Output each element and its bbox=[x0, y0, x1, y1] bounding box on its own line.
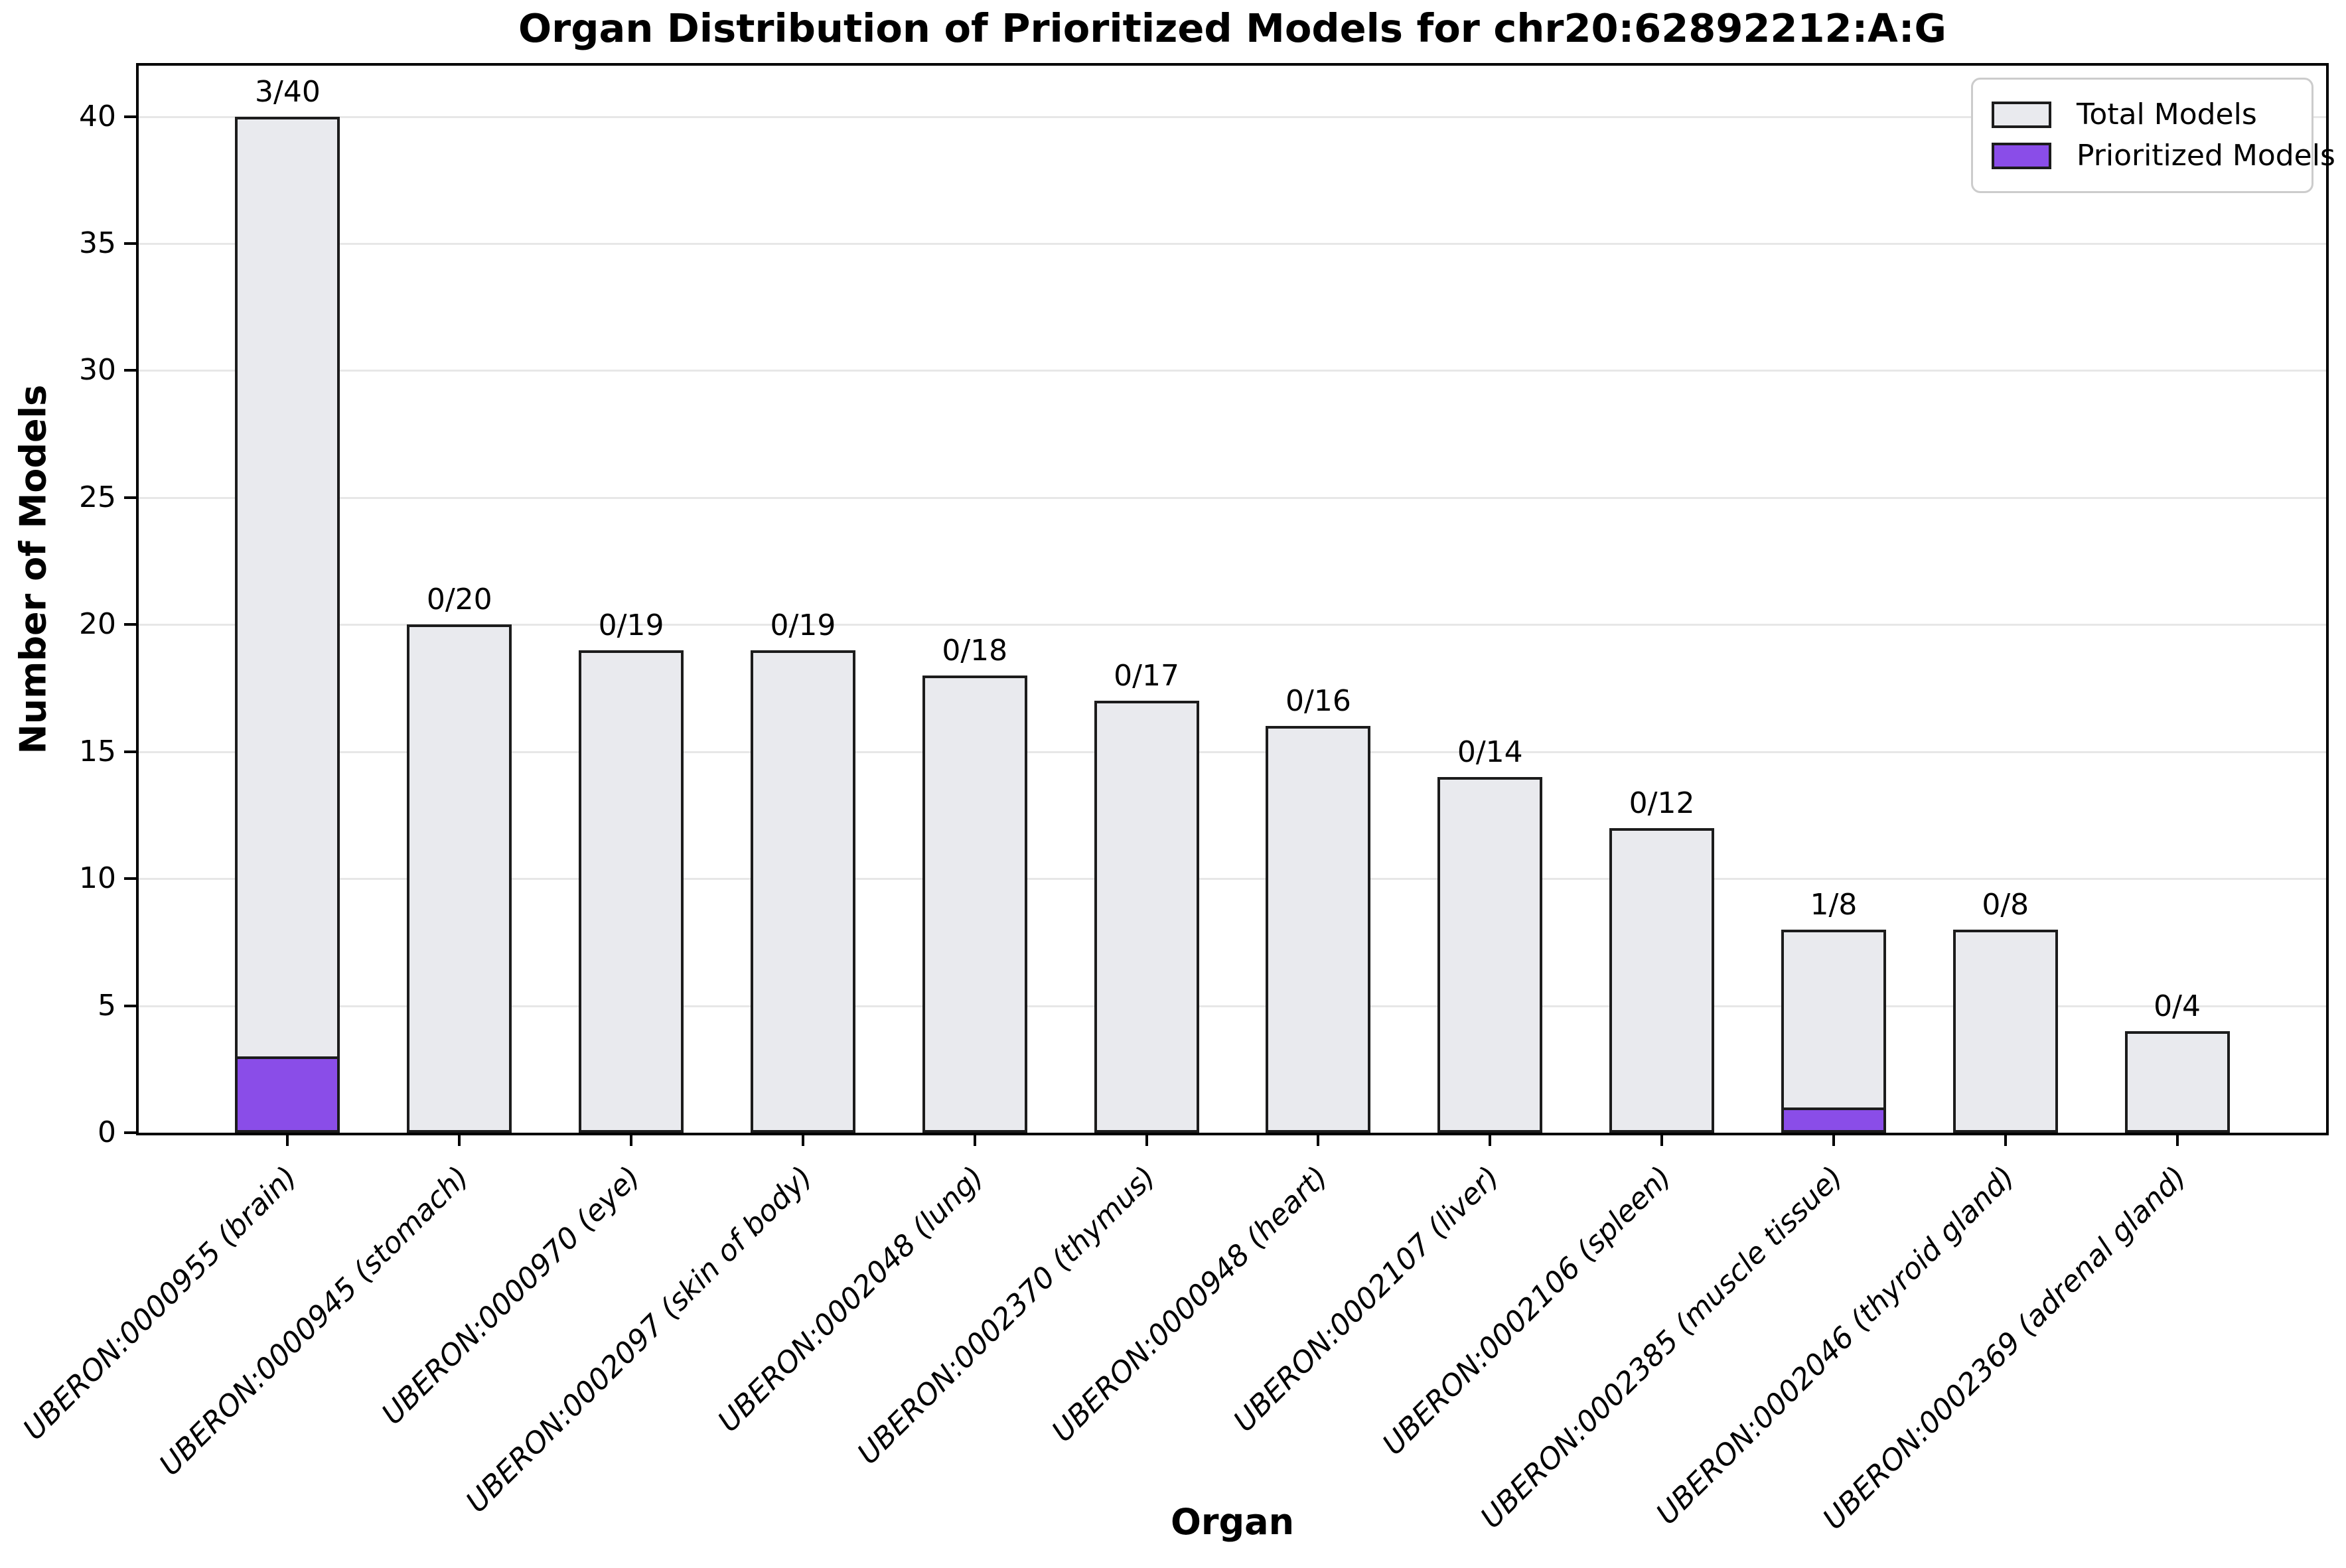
y-tick-label: 20 bbox=[79, 607, 116, 642]
gridline bbox=[139, 624, 2326, 626]
y-tick bbox=[124, 115, 136, 118]
y-tick bbox=[124, 623, 136, 626]
bar-total bbox=[1266, 726, 1371, 1133]
bar-total bbox=[1609, 827, 1715, 1133]
x-tick bbox=[801, 1135, 804, 1146]
x-tick bbox=[1145, 1135, 1148, 1146]
bar-total bbox=[407, 624, 512, 1133]
gridline bbox=[139, 878, 2326, 881]
x-tick-label: UBERON:0002385 (muscle tissue) bbox=[1474, 1160, 1850, 1535]
x-tick bbox=[1660, 1135, 1664, 1146]
legend-label-total: Total Models bbox=[2077, 98, 2257, 131]
bar-value-label: 3/40 bbox=[255, 74, 321, 109]
bar-total bbox=[1781, 929, 1886, 1133]
x-tick-label: UBERON:0002370 (thymus) bbox=[851, 1160, 1163, 1471]
y-tick-label: 10 bbox=[79, 861, 116, 896]
x-tick bbox=[630, 1135, 633, 1146]
gridline bbox=[139, 370, 2326, 372]
bar-value-label: 0/12 bbox=[1629, 786, 1695, 820]
x-tick-label: UBERON:0000955 (brain) bbox=[17, 1160, 304, 1447]
bar-total bbox=[922, 675, 1027, 1133]
x-tick bbox=[2175, 1135, 2179, 1146]
total-models-swatch bbox=[1992, 102, 2051, 128]
x-tick bbox=[286, 1135, 289, 1146]
y-tick-label: 30 bbox=[79, 353, 116, 388]
x-tick-label: UBERON:0002046 (thyroid gland) bbox=[1650, 1160, 2021, 1532]
y-tick bbox=[124, 496, 136, 499]
bar-value-label: 0/16 bbox=[1285, 684, 1351, 719]
x-tick bbox=[458, 1135, 461, 1146]
legend-label-prioritized: Prioritized Models bbox=[2077, 139, 2335, 173]
bar-value-label: 0/19 bbox=[770, 608, 836, 642]
y-tick-label: 25 bbox=[79, 480, 116, 514]
bar-value-label: 0/4 bbox=[2154, 989, 2201, 1023]
y-tick bbox=[124, 877, 136, 881]
gridline bbox=[139, 750, 2326, 753]
x-axis-label: Organ bbox=[1170, 1501, 1295, 1543]
x-tick bbox=[1317, 1135, 1320, 1146]
y-tick bbox=[124, 242, 136, 245]
legend-item-prioritized: Prioritized Models bbox=[1992, 135, 2335, 177]
bar-value-label: 0/20 bbox=[426, 583, 492, 617]
y-tick-label: 15 bbox=[79, 734, 116, 768]
plot-area: 3/40 0/20 0/19 0/19 0/18 0/17 0/16 0/14 0/12 1/8 0… bbox=[136, 63, 2329, 1135]
bar-value-label: 0/14 bbox=[1457, 735, 1523, 769]
x-tick bbox=[1489, 1135, 1492, 1146]
bar-value-label: 1/8 bbox=[1810, 887, 1858, 922]
x-tick-label: UBERON:0002097 (skin of body) bbox=[459, 1160, 819, 1520]
x-tick bbox=[1832, 1135, 1835, 1146]
x-tick-label: UBERON:0000945 (stomach) bbox=[153, 1160, 476, 1483]
prioritized-models-swatch bbox=[1992, 143, 2051, 169]
bar-total bbox=[235, 116, 340, 1133]
gridline bbox=[139, 243, 2326, 245]
bar-total bbox=[1437, 777, 1543, 1133]
gridline bbox=[139, 1005, 2326, 1007]
y-tick-label: 40 bbox=[79, 99, 116, 133]
bar-total bbox=[2124, 1031, 2230, 1133]
bar-prioritized bbox=[1781, 1107, 1886, 1133]
bar-value-label: 0/17 bbox=[1114, 659, 1179, 693]
bar-value-label: 0/18 bbox=[942, 633, 1008, 668]
bar-total bbox=[1952, 929, 2058, 1133]
bar-total bbox=[579, 650, 684, 1133]
x-tick-label: UBERON:0002369 (adrenal gland) bbox=[1816, 1160, 2193, 1537]
bar-value-label: 0/8 bbox=[1982, 887, 2029, 922]
gridline bbox=[139, 496, 2326, 499]
legend: Total Models Prioritized Models bbox=[1971, 78, 2335, 193]
bar-value-label: 0/19 bbox=[598, 608, 664, 642]
x-tick bbox=[2004, 1135, 2007, 1146]
y-tick bbox=[124, 750, 136, 753]
legend-item-total: Total Models bbox=[1992, 94, 2293, 135]
x-tick-label: UBERON:0000948 (heart) bbox=[1045, 1160, 1335, 1449]
x-tick-label: UBERON:0002106 (spleen) bbox=[1376, 1160, 1678, 1462]
chart-title: Organ Distribution of Prioritized Models… bbox=[518, 5, 1946, 51]
gridline bbox=[139, 115, 2326, 118]
y-tick-label: 35 bbox=[79, 226, 116, 260]
y-tick-label: 0 bbox=[98, 1115, 116, 1149]
bar-prioritized bbox=[235, 1056, 340, 1133]
y-tick bbox=[124, 1131, 136, 1134]
y-tick bbox=[124, 369, 136, 372]
bar-total bbox=[1094, 701, 1199, 1133]
y-tick bbox=[124, 1004, 136, 1007]
bar-total bbox=[750, 650, 855, 1133]
x-tick bbox=[973, 1135, 976, 1146]
y-tick-label: 5 bbox=[98, 988, 116, 1023]
